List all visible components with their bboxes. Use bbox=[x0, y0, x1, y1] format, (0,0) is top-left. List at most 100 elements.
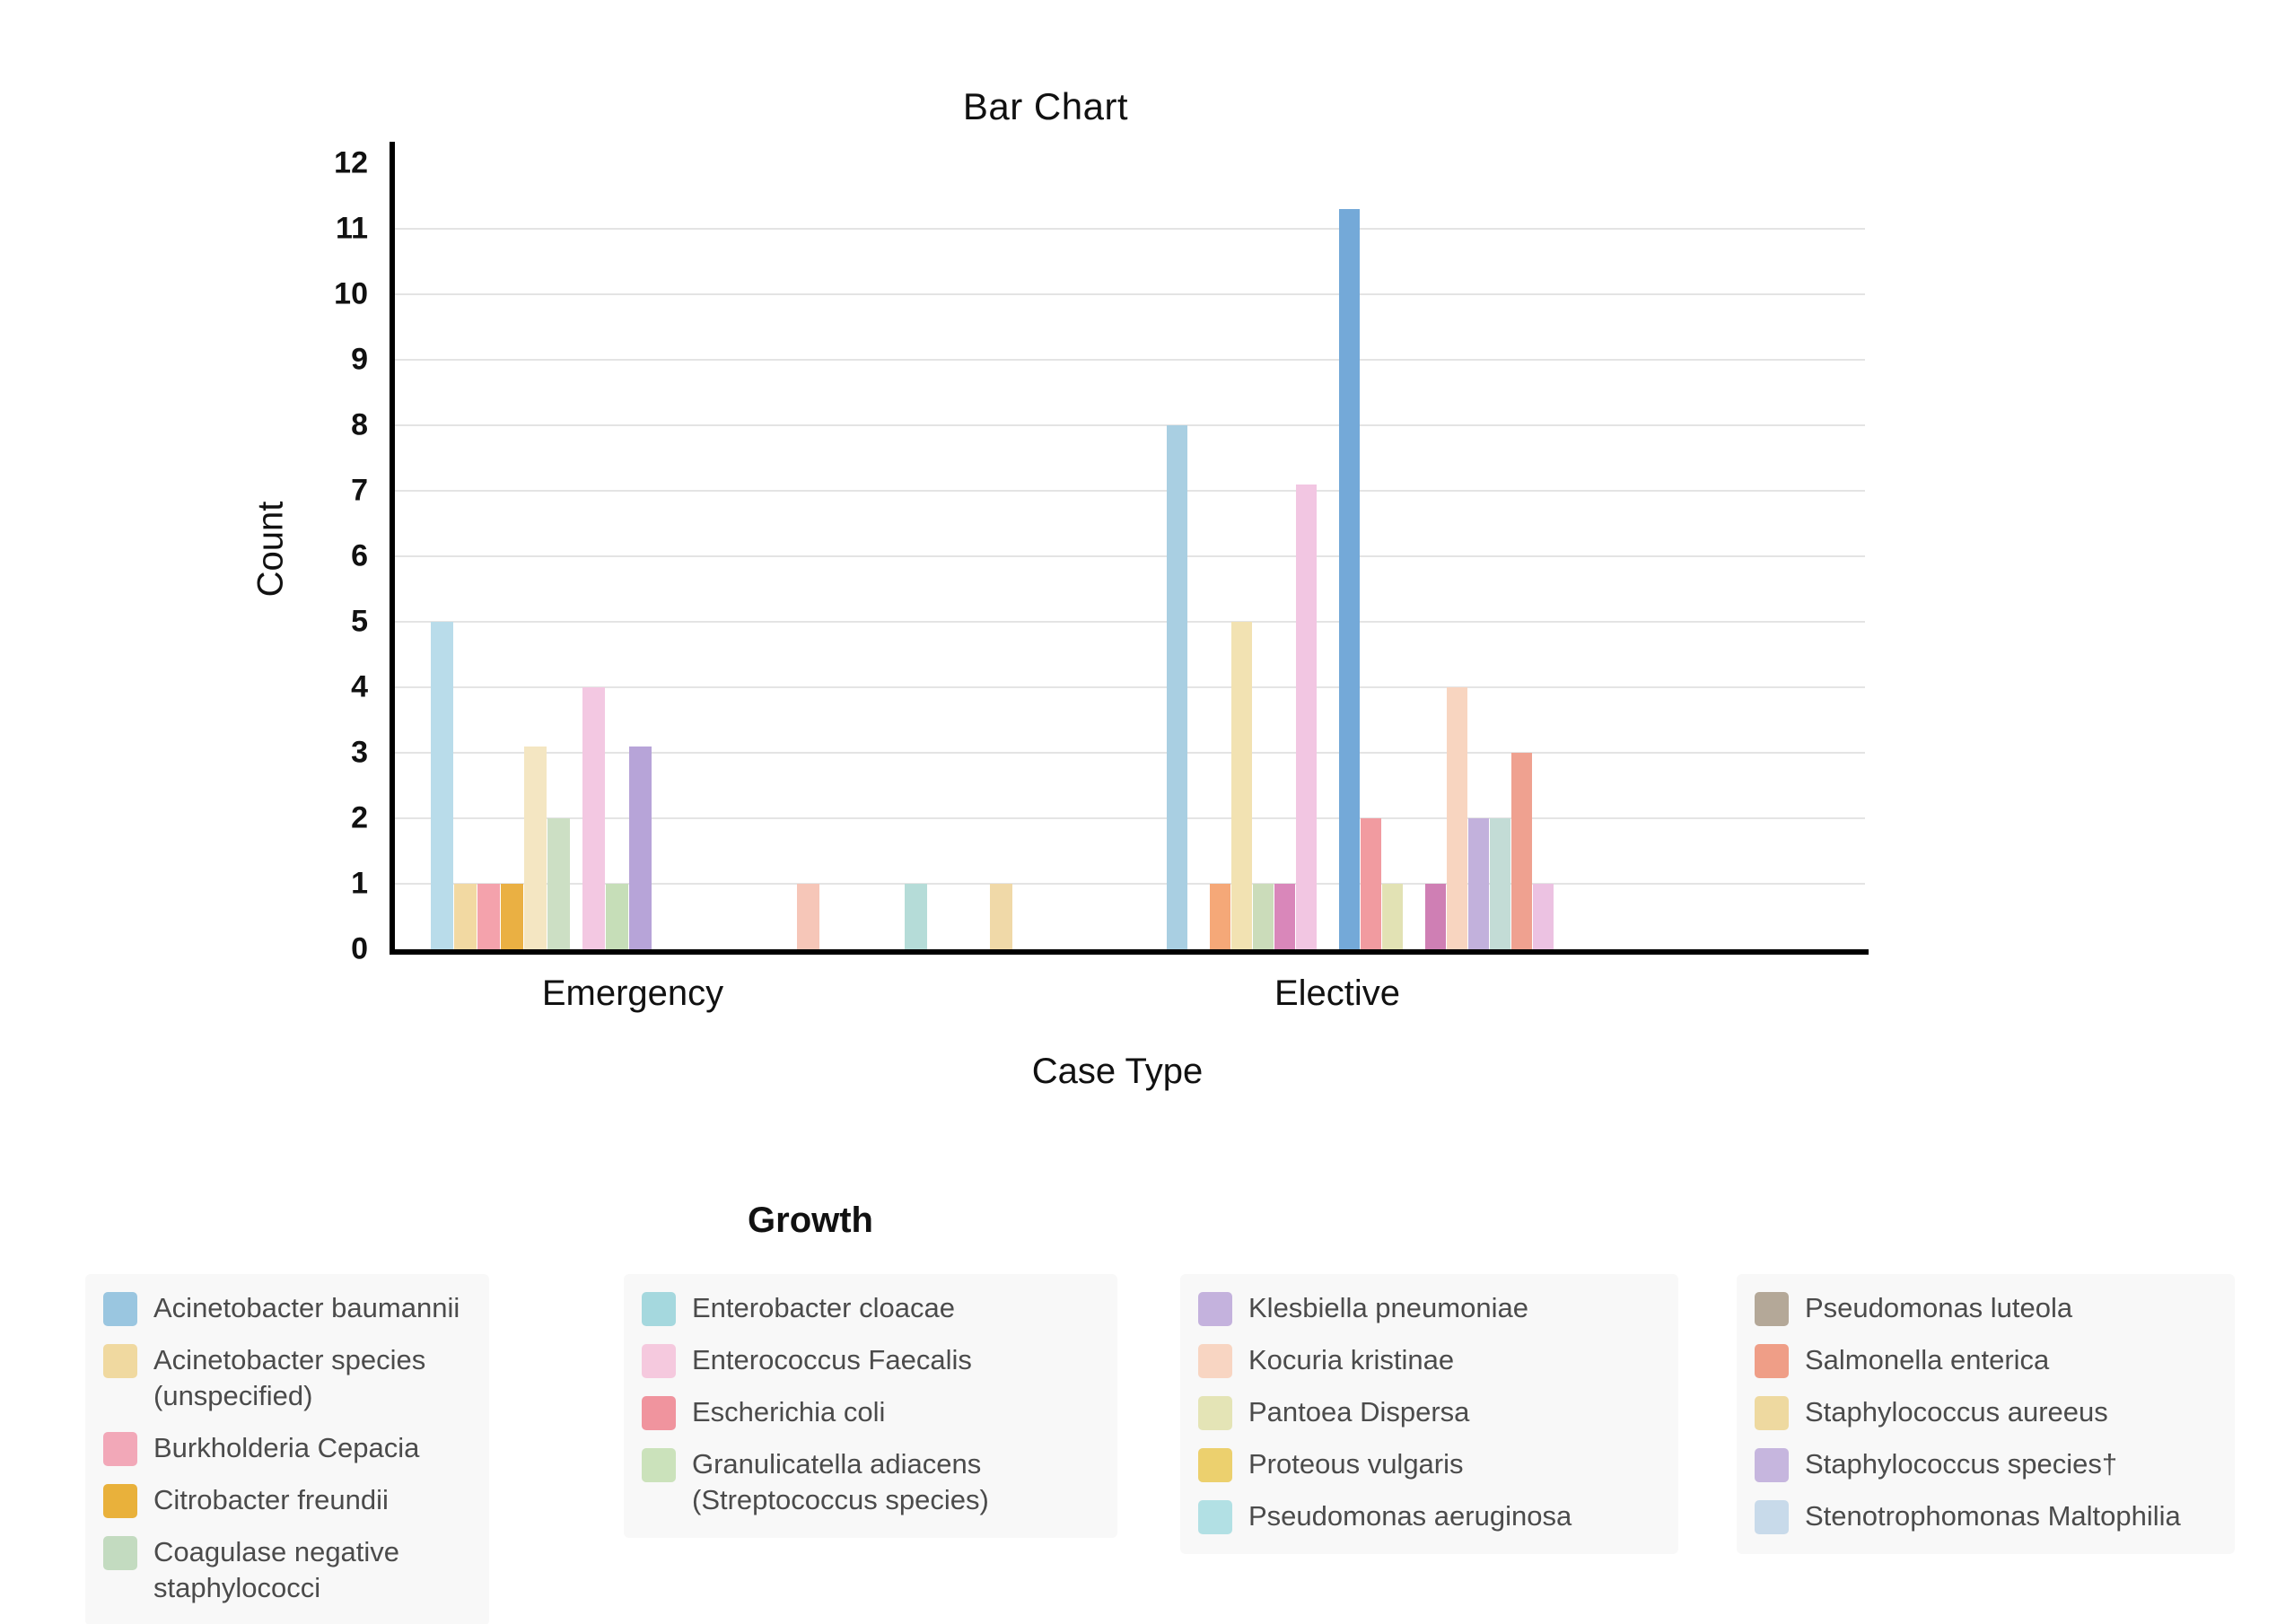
bar-emergency-granulicatella-adiacens-streptococcus-species bbox=[606, 884, 628, 949]
bar-emergency-pseudomonas-aeruginosa bbox=[905, 884, 927, 949]
legend-item-label: Enterococcus Faecalis bbox=[692, 1344, 972, 1375]
legend-item-label: Staphylococcus aureeus bbox=[1805, 1396, 2108, 1428]
bar-emergency-burkholderia-cepacia bbox=[477, 884, 500, 949]
bar-elective-staphylococcus-aureeus bbox=[1231, 622, 1252, 949]
legend-swatch-icon bbox=[1198, 1344, 1232, 1378]
legend-swatch-icon bbox=[642, 1292, 676, 1326]
legend-swatch-icon bbox=[103, 1536, 137, 1570]
gridline-3 bbox=[395, 752, 1865, 754]
legend-swatch-icon bbox=[103, 1344, 137, 1378]
legend-item-burkholderia-cepacia: Burkholderia Cepacia bbox=[103, 1430, 471, 1466]
gridline-5 bbox=[395, 621, 1865, 623]
legend-item-label: Pseudomonas luteola bbox=[1805, 1292, 2073, 1323]
legend-column-3: Klesbiella pneumoniae Kocuria kristinae Pa… bbox=[1180, 1274, 1678, 1554]
legend-item-pseudomonas-luteola: Pseudomonas luteola bbox=[1755, 1290, 2217, 1326]
legend-item-granulicatella-adiacens-streptococcus-species: Granulicatella adiacens (Streptococcus s… bbox=[642, 1446, 1099, 1518]
legend-swatch-icon bbox=[1755, 1500, 1789, 1534]
legend-item-stenotrophomonas-maltophilia: Stenotrophomonas Maltophilia bbox=[1755, 1498, 2217, 1534]
legend-swatch-icon bbox=[1198, 1448, 1232, 1482]
legend-item-label: Coagulase negative staphylococci bbox=[153, 1536, 400, 1603]
legend-item-enterobacter-cloacae: Enterobacter cloacae bbox=[642, 1290, 1099, 1326]
bar-emergency-coagulase-negative-staphylococci bbox=[547, 818, 570, 949]
bar-elective-escherichia-coli bbox=[1361, 818, 1381, 949]
legend-item-label: Citrobacter freundii bbox=[153, 1484, 389, 1515]
legend-swatch-icon bbox=[103, 1484, 137, 1518]
gridline-9 bbox=[395, 359, 1865, 361]
category-label-emergency: Emergency bbox=[541, 974, 724, 1013]
legend-swatch-icon bbox=[1198, 1500, 1232, 1534]
y-tick-7: 7 bbox=[351, 473, 368, 508]
gridline-11 bbox=[395, 228, 1865, 230]
legend-item-escherichia-coli: Escherichia coli bbox=[642, 1394, 1099, 1430]
legend-item-label: Granulicatella adiacens (Streptococcus s… bbox=[692, 1448, 989, 1515]
legend-swatch-icon bbox=[642, 1396, 676, 1430]
legend-item-label: Salmonella enterica bbox=[1805, 1344, 2050, 1375]
bar-elective-acinetobacter-baumannii bbox=[1339, 209, 1360, 949]
legend-item-label: Pantoea Dispersa bbox=[1248, 1396, 1470, 1428]
legend-item-label: Enterobacter cloacae bbox=[692, 1292, 955, 1323]
bar-elective-coagulase-negative-staphylococci bbox=[1253, 884, 1274, 949]
legend-swatch-icon bbox=[1755, 1396, 1789, 1430]
legend-item-label: Staphylococcus species† bbox=[1805, 1448, 2118, 1480]
legend-item-citrobacter-freundii: Citrobacter freundii bbox=[103, 1482, 471, 1518]
legend-item-label: Stenotrophomonas Maltophilia bbox=[1805, 1500, 2181, 1532]
y-tick-8: 8 bbox=[351, 407, 368, 442]
bar-emergency-staphylococcus-aureeus bbox=[524, 747, 547, 949]
gridline-6 bbox=[395, 555, 1865, 557]
legend-item-klesbiella-pneumoniae: Klesbiella pneumoniae bbox=[1198, 1290, 1660, 1326]
bar-emergency-acinetobacter-species-unspecified bbox=[454, 884, 477, 949]
bar-elective-citrobacter-freundii bbox=[1210, 884, 1230, 949]
y-tick-11: 11 bbox=[336, 211, 368, 246]
bar-elective-pantoea-dispersa bbox=[1382, 884, 1403, 949]
legend-swatch-icon bbox=[642, 1344, 676, 1378]
legend-item-enterococcus-faecalis: Enterococcus Faecalis bbox=[642, 1342, 1099, 1378]
plot-area bbox=[395, 151, 1865, 949]
y-tick-2: 2 bbox=[351, 800, 368, 835]
legend-item-proteous-vulgaris: Proteous vulgaris bbox=[1198, 1446, 1660, 1482]
legend-item-label: Klesbiella pneumoniae bbox=[1248, 1292, 1528, 1323]
y-tick-9: 9 bbox=[351, 342, 368, 377]
legend-item-pseudomonas-aeruginosa: Pseudomonas aeruginosa bbox=[1198, 1498, 1660, 1534]
legend-column-2: Enterobacter cloacae Enterococcus Faecali… bbox=[624, 1274, 1117, 1538]
gridline-8 bbox=[395, 424, 1865, 426]
legend-item-label: Acinetobacter species (unspecified) bbox=[153, 1344, 426, 1411]
y-tick-5: 5 bbox=[351, 604, 368, 639]
legend-swatch-icon bbox=[1198, 1292, 1232, 1326]
legend-item-label: Burkholderia Cepacia bbox=[153, 1432, 420, 1463]
y-tick-12: 12 bbox=[334, 145, 368, 180]
legend-swatch-icon bbox=[642, 1448, 676, 1482]
bar-emergency-kocuria-kristinae bbox=[797, 884, 819, 949]
bar-elective-enterobacter-cloacae bbox=[1167, 425, 1187, 949]
bar-emergency-citrobacter-freundii bbox=[501, 884, 523, 949]
bar-elective-salmonella-enterica bbox=[1511, 753, 1532, 949]
bar-elective-staphylococcus-species bbox=[1425, 884, 1446, 949]
y-tick-6: 6 bbox=[351, 538, 368, 573]
category-label-elective: Elective bbox=[1274, 974, 1401, 1013]
legend-swatch-icon bbox=[1755, 1344, 1789, 1378]
gridline-10 bbox=[395, 293, 1865, 295]
y-tick-4: 4 bbox=[351, 669, 368, 704]
bar-elective-klesbiella-pneumoniae bbox=[1468, 818, 1489, 949]
bar-emergency-klesbiella-pneumoniae bbox=[629, 747, 652, 949]
bar-elective-enterococcus-faecalis bbox=[1296, 485, 1317, 949]
legend-item-staphylococcus-aureeus: Staphylococcus aureeus bbox=[1755, 1394, 2217, 1430]
legend-swatch-icon bbox=[1755, 1292, 1789, 1326]
legend-column-1: Acinetobacter baumannii Acinetobacter spe… bbox=[85, 1274, 489, 1624]
legend-item-pantoea-dispersa: Pantoea Dispersa bbox=[1198, 1394, 1660, 1430]
gridline-2 bbox=[395, 817, 1865, 819]
legend-title: Growth bbox=[748, 1201, 873, 1240]
legend-swatch-icon bbox=[103, 1432, 137, 1466]
legend-item-label: Proteous vulgaris bbox=[1248, 1448, 1464, 1480]
bar-elective-kocuria-kristinae bbox=[1447, 687, 1467, 949]
bar-elective-pseudomonas-luteola bbox=[1533, 884, 1554, 949]
legend-item-acinetobacter-species-unspecified: Acinetobacter species (unspecified) bbox=[103, 1342, 471, 1414]
legend-swatch-icon bbox=[1755, 1448, 1789, 1482]
legend-item-label: Acinetobacter baumannii bbox=[153, 1292, 460, 1323]
legend-item-acinetobacter-baumannii: Acinetobacter baumannii bbox=[103, 1290, 471, 1326]
gridline-4 bbox=[395, 686, 1865, 688]
chart-title: Bar Chart bbox=[962, 85, 1129, 127]
gridline-1 bbox=[395, 883, 1865, 885]
legend-item-kocuria-kristinae: Kocuria kristinae bbox=[1198, 1342, 1660, 1378]
y-tick-1: 1 bbox=[351, 866, 368, 901]
legend-swatch-icon bbox=[1198, 1396, 1232, 1430]
